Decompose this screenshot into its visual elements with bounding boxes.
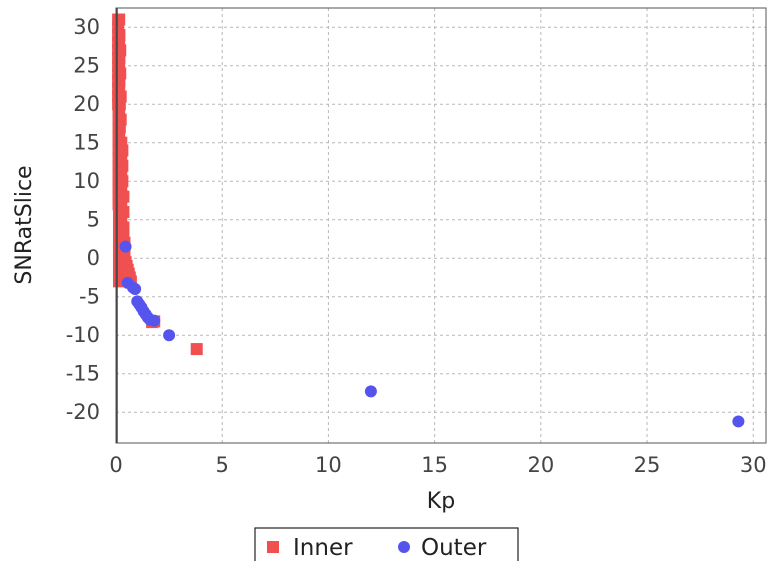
y-tick-label: 15 [73, 131, 100, 155]
inner-point [116, 144, 129, 157]
inner-point [113, 13, 126, 26]
y-tick-label: 30 [73, 15, 100, 39]
x-tick-label: 0 [109, 453, 122, 477]
x-tick-label: 5 [216, 453, 229, 477]
outer-point [163, 329, 176, 342]
inner-point [117, 221, 130, 234]
outer-point [148, 314, 161, 327]
x-axis-title: Kp [427, 489, 455, 514]
x-tick-label: 30 [740, 453, 767, 477]
legend-box [254, 527, 519, 561]
legend: Inner Outer [254, 527, 519, 561]
y-axis-title: SNRatSlice [12, 165, 37, 284]
inner-point [116, 159, 129, 172]
legend-inner-label: Inner [293, 535, 353, 561]
plot-border [115, 7, 767, 444]
y-tick-label: 25 [73, 54, 100, 78]
x-tick-label: 20 [527, 453, 554, 477]
outer-point [129, 283, 142, 296]
x-tick-labels: 0 5 10 15 20 25 30 [109, 453, 766, 477]
y-tick-label: 0 [87, 246, 100, 270]
grid-lines [116, 8, 766, 443]
y-tick-label: 20 [73, 92, 100, 116]
x-tick-label: 15 [421, 453, 448, 477]
y-tick-label: 5 [87, 208, 100, 232]
y-tick-label: -5 [79, 285, 100, 309]
inner-point [190, 343, 203, 356]
plot-background [116, 8, 766, 443]
x-tick-label: 25 [634, 453, 661, 477]
x-tick-label: 10 [315, 453, 342, 477]
inner-point [117, 206, 130, 219]
y-tick-label: -20 [66, 400, 100, 424]
inner-point [113, 28, 126, 41]
legend-outer-circle-icon [398, 541, 410, 553]
legend-outer-label: Outer [421, 535, 487, 561]
y-tick-label: 10 [73, 169, 100, 193]
y-tick-labels: 30 25 20 15 10 5 0 -5 -10 -15 -20 [66, 15, 100, 424]
outer-point [119, 240, 132, 253]
inner-point [113, 121, 126, 134]
plot-area [112, 7, 767, 444]
outer-point [732, 415, 745, 428]
inner-point [117, 229, 130, 242]
y-tick-label: -10 [66, 323, 100, 347]
inner-point [117, 190, 130, 203]
legend-inner-square-icon [267, 541, 279, 553]
y-tick-label: -15 [66, 362, 100, 386]
outer-point [364, 385, 377, 398]
inner-point [116, 175, 129, 188]
